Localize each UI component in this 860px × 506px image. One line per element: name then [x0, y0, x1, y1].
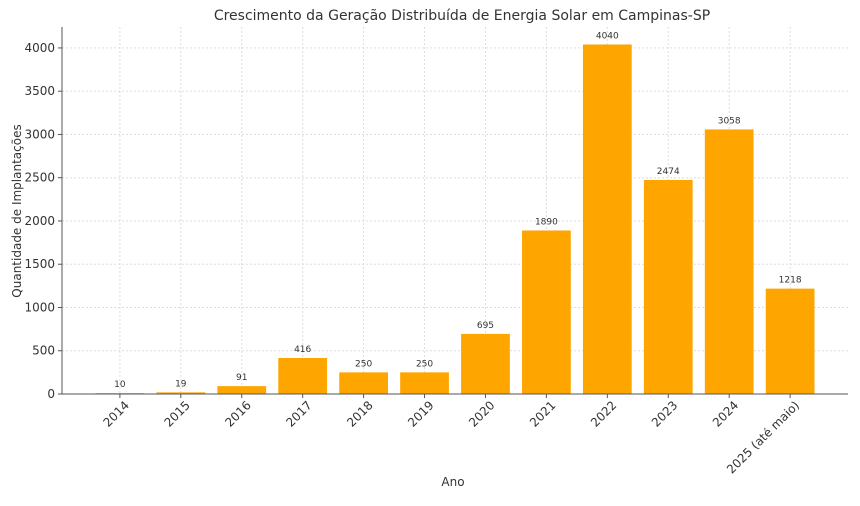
y-tick-label: 1000 — [24, 300, 55, 314]
x-axis-label: Ano — [441, 475, 464, 489]
bar — [582, 44, 632, 394]
bar — [278, 358, 328, 394]
bar — [156, 392, 206, 394]
y-tick-label: 3500 — [24, 84, 55, 98]
bar — [643, 179, 693, 394]
data-label: 1218 — [779, 276, 802, 286]
y-tick-label: 3000 — [24, 127, 55, 141]
x-tick-label: 2018 — [344, 398, 375, 429]
data-label: 91 — [236, 373, 247, 383]
data-label: 10 — [114, 380, 126, 390]
bar — [339, 372, 388, 394]
data-label: 416 — [294, 345, 311, 355]
data-label: 250 — [416, 359, 433, 369]
bar — [461, 333, 510, 394]
x-tick-label: 2019 — [405, 398, 436, 429]
x-tick-label: 2022 — [588, 398, 619, 429]
bar — [765, 288, 815, 394]
y-tick-label: 0 — [47, 387, 55, 401]
bar — [704, 129, 754, 395]
bar — [522, 230, 571, 394]
y-axis-label: Quantidade de Implantações — [10, 124, 24, 297]
bar — [217, 386, 267, 394]
data-label: 695 — [477, 321, 494, 331]
x-tick-label: 2014 — [101, 398, 132, 429]
x-tick-label: 2024 — [710, 398, 741, 429]
x-tick-label: 2017 — [283, 398, 314, 429]
data-label: 250 — [355, 359, 372, 369]
y-tick-label: 1500 — [24, 257, 55, 271]
x-tick-label: 2016 — [222, 398, 253, 429]
x-tick-label: 2020 — [466, 398, 497, 429]
x-tick-label: 2021 — [527, 398, 558, 429]
data-label: 1890 — [535, 217, 558, 227]
y-tick-label: 4000 — [24, 41, 55, 55]
x-tick-label: 2023 — [649, 398, 680, 429]
y-tick-label: 2500 — [24, 171, 55, 185]
y-tick-label: 500 — [32, 344, 55, 358]
data-label: 2474 — [657, 167, 680, 177]
bar — [400, 372, 449, 394]
data-label: 19 — [175, 379, 187, 389]
x-tick-label: 2015 — [161, 398, 192, 429]
y-tick-label: 2000 — [24, 214, 55, 228]
data-label: 3058 — [718, 116, 741, 126]
chart-title: Crescimento da Geração Distribuída de En… — [214, 8, 710, 24]
data-label: 4040 — [596, 31, 619, 41]
